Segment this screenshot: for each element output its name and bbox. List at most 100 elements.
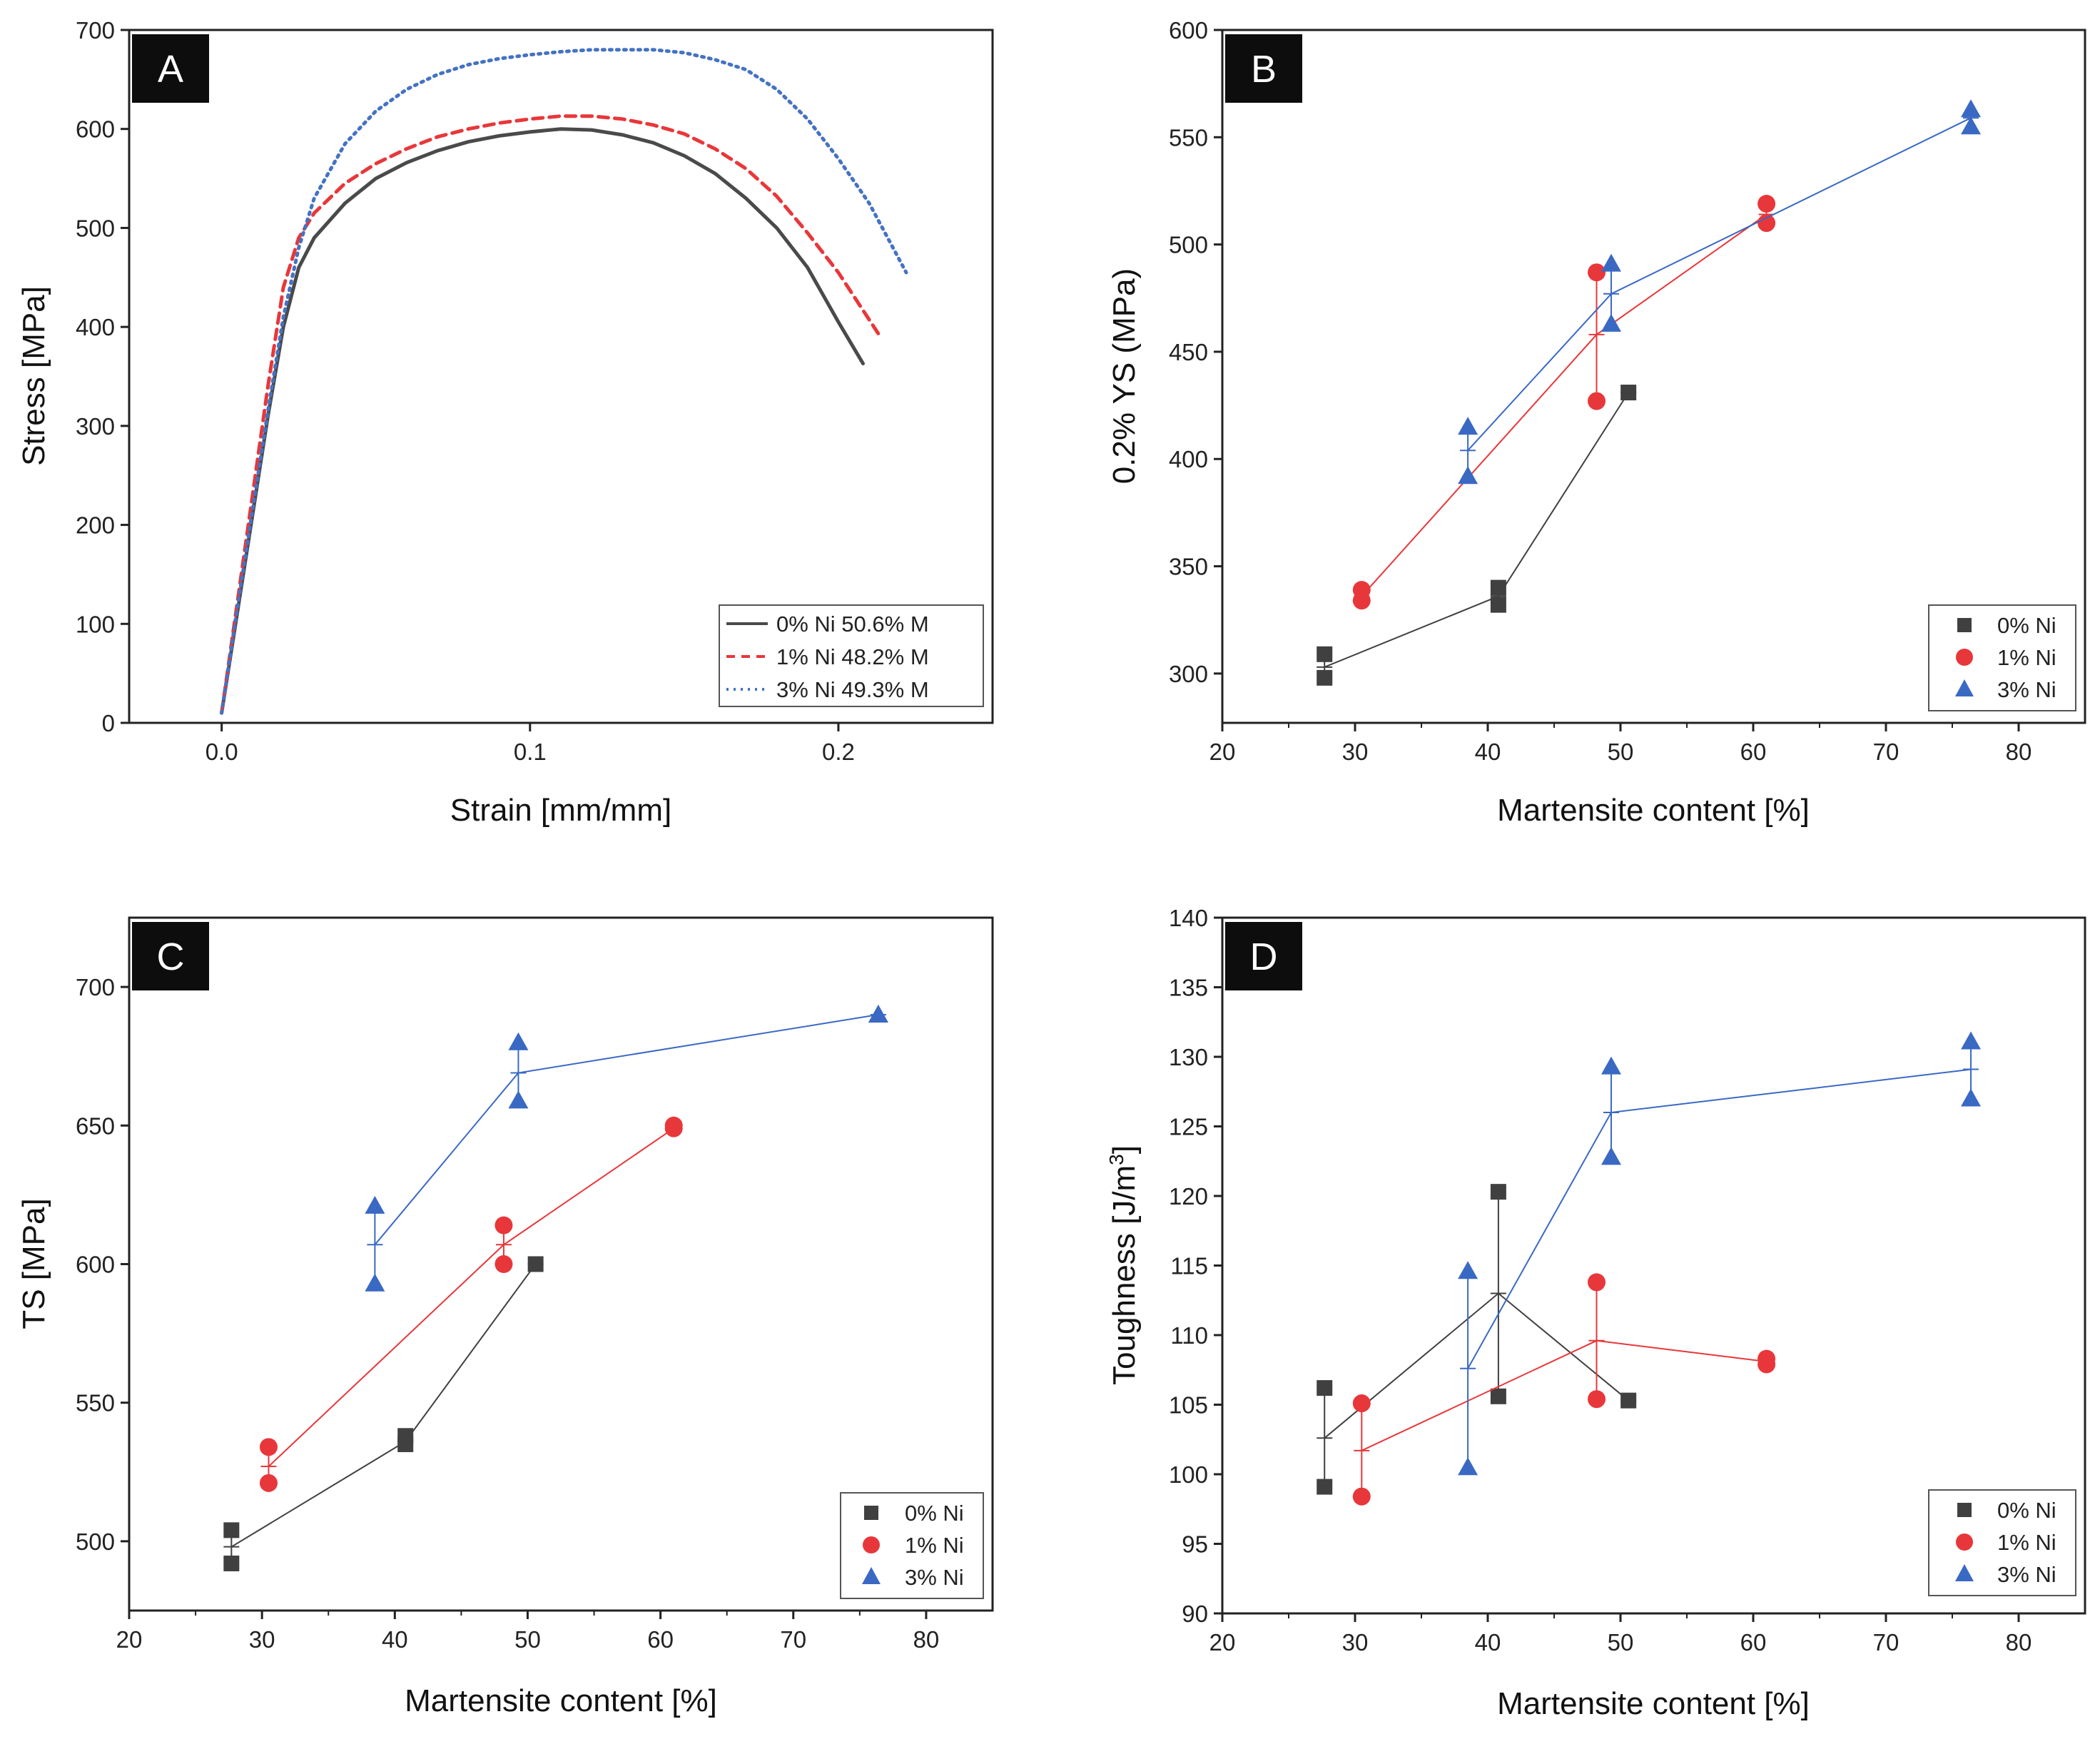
stress-strain-curve <box>220 114 881 715</box>
y-tick-label: 90 <box>1182 1601 1208 1627</box>
data-point-triangle <box>1458 466 1478 485</box>
x-tick-label: 40 <box>1475 739 1501 765</box>
panel-b-ticks: 20 30 40 50 60 70 80 300 350 400 450 500 550 600 <box>1169 17 2031 765</box>
data-point-square <box>1490 597 1506 613</box>
data-point-triangle <box>1961 99 1982 118</box>
y-tick-label: 95 <box>1182 1531 1208 1558</box>
panel-d-legend-label-0: 0% Ni <box>1997 1498 2056 1523</box>
panel-c-legend-label-2: 3% Ni <box>905 1565 964 1590</box>
y-tick-label: 600 <box>76 1252 115 1278</box>
panel-c-legend: 0% Ni 1% Ni 3% Ni <box>840 1492 984 1599</box>
panel-b: 20 30 40 50 60 70 80 300 350 400 450 500 550 600 B Ma… <box>1107 17 2086 828</box>
y-tick-label: 650 <box>76 1112 115 1139</box>
panel-d-xlabel: Martensite content [%] <box>1497 1686 1810 1721</box>
data-point-triangle <box>1601 1147 1621 1165</box>
data-point-square <box>1317 1479 1333 1495</box>
data-point-circle <box>664 1119 683 1137</box>
data-point-square <box>1317 1380 1333 1396</box>
panel-c-ticks: 20 30 40 50 60 70 80 500 550 600 650 700 <box>76 974 939 1653</box>
legend-square-marker <box>864 1506 878 1520</box>
data-point-triangle <box>1961 1088 1982 1107</box>
panel-b-frame <box>1221 29 2086 724</box>
panel-a-frame <box>128 29 994 724</box>
panel-d-ticks: 20 30 40 50 60 70 80 90 95 100 105 110 115 120 125 130 1… <box>1169 905 2031 1656</box>
data-point-circle <box>1588 1273 1606 1292</box>
data-point-triangle <box>508 1090 529 1109</box>
data-point-triangle <box>1961 116 1982 135</box>
data-point-square <box>1490 1184 1506 1200</box>
panel-d-marks <box>1317 1031 1982 1506</box>
y-tick-label: 120 <box>1169 1183 1208 1210</box>
data-point-triangle <box>1601 1056 1621 1075</box>
x-tick-label: 40 <box>1475 1629 1501 1656</box>
y-tick-label: 100 <box>1169 1461 1208 1488</box>
panel-a-lines <box>220 48 908 715</box>
x-tick-label: 80 <box>2006 739 2032 765</box>
data-point-triangle <box>1458 1457 1478 1476</box>
panel-d-legend: 0% Ni 1% Ni 3% Ni <box>1928 1489 2076 1596</box>
mean-trend-line <box>1324 1292 1629 1439</box>
mean-trend-line <box>1467 117 1972 451</box>
legend-circle-marker <box>1956 649 1973 666</box>
data-point-square <box>223 1522 240 1538</box>
legend-triangle-marker <box>862 1567 881 1584</box>
panel-a-ylabel: Stress [MPa] <box>16 286 51 466</box>
y-tick-label: 400 <box>76 314 115 340</box>
panel-b-xlabel: Martensite content [%] <box>1497 793 1810 828</box>
panel-d-ylabel-close: ] <box>1107 1145 1142 1154</box>
data-point-triangle <box>1458 1261 1478 1279</box>
panel-a-letter: A <box>158 48 183 91</box>
x-tick-label: 80 <box>2006 1629 2032 1656</box>
data-point-square <box>1620 1392 1637 1409</box>
y-tick-label: 400 <box>1169 446 1208 472</box>
x-tick-label: 60 <box>647 1626 674 1653</box>
panel-b-legend-label-0: 0% Ni <box>1997 613 2056 638</box>
data-point-circle <box>1352 1394 1371 1413</box>
x-tick-label: 70 <box>780 1626 806 1653</box>
y-tick-label: 100 <box>76 611 115 637</box>
data-point-circle <box>259 1474 278 1492</box>
x-tick-label: 0.2 <box>822 739 855 765</box>
data-point-circle <box>1588 392 1606 410</box>
panel-c-marks <box>223 1004 888 1571</box>
y-tick-label: 700 <box>76 974 115 1000</box>
panel-b-letter: B <box>1251 48 1277 91</box>
x-tick-label: 0.1 <box>514 739 547 765</box>
panel-d-ylabel-main: Toughness [J/m <box>1107 1165 1142 1385</box>
panel-d-letter: D <box>1250 936 1278 978</box>
y-tick-label: 130 <box>1169 1044 1208 1070</box>
x-tick-label: 20 <box>116 1626 143 1653</box>
y-tick-label: 600 <box>1169 17 1208 44</box>
data-point-triangle <box>1961 1031 1982 1050</box>
x-tick-label: 50 <box>1608 739 1634 765</box>
panel-b-marks <box>1317 99 1982 686</box>
y-tick-label: 105 <box>1169 1392 1208 1419</box>
panel-c-xlabel: Martensite content [%] <box>405 1683 717 1718</box>
data-point-circle <box>1588 263 1606 282</box>
data-point-square <box>1490 579 1506 596</box>
panel-b-legend-box <box>1928 604 2076 711</box>
panel-d-label-box <box>1225 922 1302 990</box>
mean-trend-line <box>268 1127 674 1467</box>
data-point-circle <box>259 1438 278 1456</box>
stress-strain-curve <box>220 48 908 715</box>
x-tick-label: 40 <box>382 1626 408 1653</box>
mean-trend-line <box>1467 1068 1972 1369</box>
mean-trend-line <box>1361 213 1767 597</box>
data-point-triangle <box>365 1195 385 1214</box>
panel-c-legend-label-1: 1% Ni <box>905 1533 964 1558</box>
y-tick-label: 140 <box>1169 905 1208 931</box>
data-point-square <box>1317 669 1333 686</box>
legend-circle-marker <box>1956 1533 1973 1551</box>
panel-a-legend-label-1: 1% Ni 48.2% M <box>776 644 929 669</box>
data-point-circle <box>1757 214 1776 233</box>
y-tick-label: 125 <box>1169 1114 1208 1140</box>
panel-a-label-box <box>132 34 209 103</box>
data-point-circle <box>494 1255 513 1273</box>
panel-c-label-box <box>132 922 209 990</box>
panel-a-ticks: 0.0 0.1 0.2 0 100 200 300 400 500 600 700 <box>76 17 855 765</box>
x-tick-label: 60 <box>1740 1629 1767 1656</box>
x-tick-label: 70 <box>1873 1629 1899 1656</box>
